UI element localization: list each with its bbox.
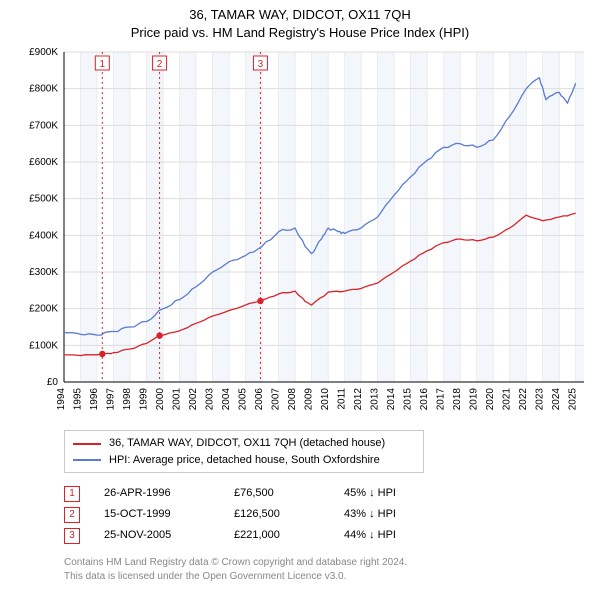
- svg-text:2004: 2004: [221, 388, 232, 411]
- svg-text:1997: 1997: [106, 388, 117, 411]
- svg-text:1: 1: [100, 59, 106, 70]
- svg-text:2002: 2002: [188, 388, 199, 411]
- svg-text:2019: 2019: [469, 388, 480, 411]
- svg-text:2: 2: [157, 59, 163, 70]
- svg-text:2018: 2018: [452, 388, 463, 411]
- svg-text:1994: 1994: [56, 388, 67, 411]
- svg-text:£300K: £300K: [29, 267, 58, 278]
- sale-row: 1 26-APR-1996£76,50045% ↓ HPI: [64, 483, 594, 504]
- attribution-line1: Contains HM Land Registry data © Crown c…: [64, 556, 594, 570]
- svg-text:£900K: £900K: [29, 47, 58, 58]
- svg-text:2010: 2010: [320, 388, 331, 411]
- svg-text:2014: 2014: [386, 388, 397, 411]
- svg-text:2008: 2008: [287, 388, 298, 411]
- svg-text:£400K: £400K: [29, 231, 58, 242]
- svg-text:2003: 2003: [205, 388, 216, 411]
- title-address: 36, TAMAR WAY, DIDCOT, OX11 7QH: [6, 6, 594, 24]
- svg-text:£800K: £800K: [29, 84, 58, 95]
- svg-text:£100K: £100K: [29, 341, 58, 352]
- svg-text:£700K: £700K: [29, 121, 58, 132]
- svg-text:2024: 2024: [551, 388, 562, 411]
- sale-delta: 44% ↓ HPI: [344, 525, 396, 546]
- svg-text:2016: 2016: [419, 388, 430, 411]
- chart-title-block: 36, TAMAR WAY, DIDCOT, OX11 7QH Price pa…: [6, 6, 594, 42]
- attribution-line2: This data is licensed under the Open Gov…: [64, 570, 594, 584]
- svg-text:2023: 2023: [535, 388, 546, 411]
- svg-text:2025: 2025: [568, 388, 579, 411]
- svg-text:1999: 1999: [139, 388, 150, 411]
- svg-text:2000: 2000: [155, 388, 166, 411]
- sale-marker: 1: [64, 486, 80, 502]
- sale-date: 15-OCT-1999: [104, 504, 234, 525]
- title-subtitle: Price paid vs. HM Land Registry's House …: [6, 24, 594, 42]
- svg-text:2007: 2007: [271, 388, 282, 411]
- sale-marker: 3: [64, 528, 80, 544]
- svg-text:£500K: £500K: [29, 194, 58, 205]
- svg-text:£200K: £200K: [29, 304, 58, 315]
- legend-swatch: [73, 459, 101, 461]
- sale-date: 26-APR-1996: [104, 483, 234, 504]
- svg-text:1996: 1996: [89, 388, 100, 411]
- svg-text:2021: 2021: [502, 388, 513, 411]
- legend: 36, TAMAR WAY, DIDCOT, OX11 7QH (detache…: [64, 430, 424, 473]
- svg-text:£600K: £600K: [29, 157, 58, 168]
- sale-price: £126,500: [234, 504, 344, 525]
- legend-item: HPI: Average price, detached house, Sout…: [73, 452, 415, 469]
- svg-text:3: 3: [258, 59, 264, 70]
- svg-text:2012: 2012: [353, 388, 364, 411]
- svg-text:2013: 2013: [370, 388, 381, 411]
- sales-table: 1 26-APR-1996£76,50045% ↓ HPI 2 15-OCT-1999…: [64, 483, 594, 546]
- svg-text:2001: 2001: [172, 388, 183, 411]
- attribution: Contains HM Land Registry data © Crown c…: [64, 556, 594, 584]
- sale-date: 25-NOV-2005: [104, 525, 234, 546]
- svg-text:1998: 1998: [122, 388, 133, 411]
- svg-text:2005: 2005: [238, 388, 249, 411]
- svg-text:2011: 2011: [337, 388, 348, 410]
- page-root: 36, TAMAR WAY, DIDCOT, OX11 7QH Price pa…: [0, 0, 600, 590]
- sale-row: 2 15-OCT-1999£126,50043% ↓ HPI: [64, 504, 594, 525]
- svg-text:1995: 1995: [73, 388, 84, 411]
- sale-marker: 2: [64, 507, 80, 523]
- chart-area: £0 £100K £200K £300K £400K £500K £600K £700K £80…: [6, 46, 594, 424]
- svg-text:2009: 2009: [304, 388, 315, 411]
- svg-text:2006: 2006: [254, 388, 265, 411]
- sale-price: £76,500: [234, 483, 344, 504]
- svg-text:2020: 2020: [485, 388, 496, 411]
- line-chart-svg: £0 £100K £200K £300K £400K £500K £600K £700K £80…: [6, 46, 594, 424]
- legend-label: HPI: Average price, detached house, Sout…: [109, 452, 380, 469]
- svg-text:2017: 2017: [436, 388, 447, 411]
- svg-text:2022: 2022: [518, 388, 529, 411]
- legend-swatch: [73, 443, 101, 445]
- sale-delta: 43% ↓ HPI: [344, 504, 396, 525]
- svg-text:£0: £0: [47, 377, 59, 388]
- legend-item: 36, TAMAR WAY, DIDCOT, OX11 7QH (detache…: [73, 435, 415, 452]
- sale-delta: 45% ↓ HPI: [344, 483, 396, 504]
- legend-label: 36, TAMAR WAY, DIDCOT, OX11 7QH (detache…: [109, 435, 385, 452]
- sale-price: £221,000: [234, 525, 344, 546]
- sale-row: 3 25-NOV-2005£221,00044% ↓ HPI: [64, 525, 594, 546]
- svg-text:2015: 2015: [403, 388, 414, 411]
